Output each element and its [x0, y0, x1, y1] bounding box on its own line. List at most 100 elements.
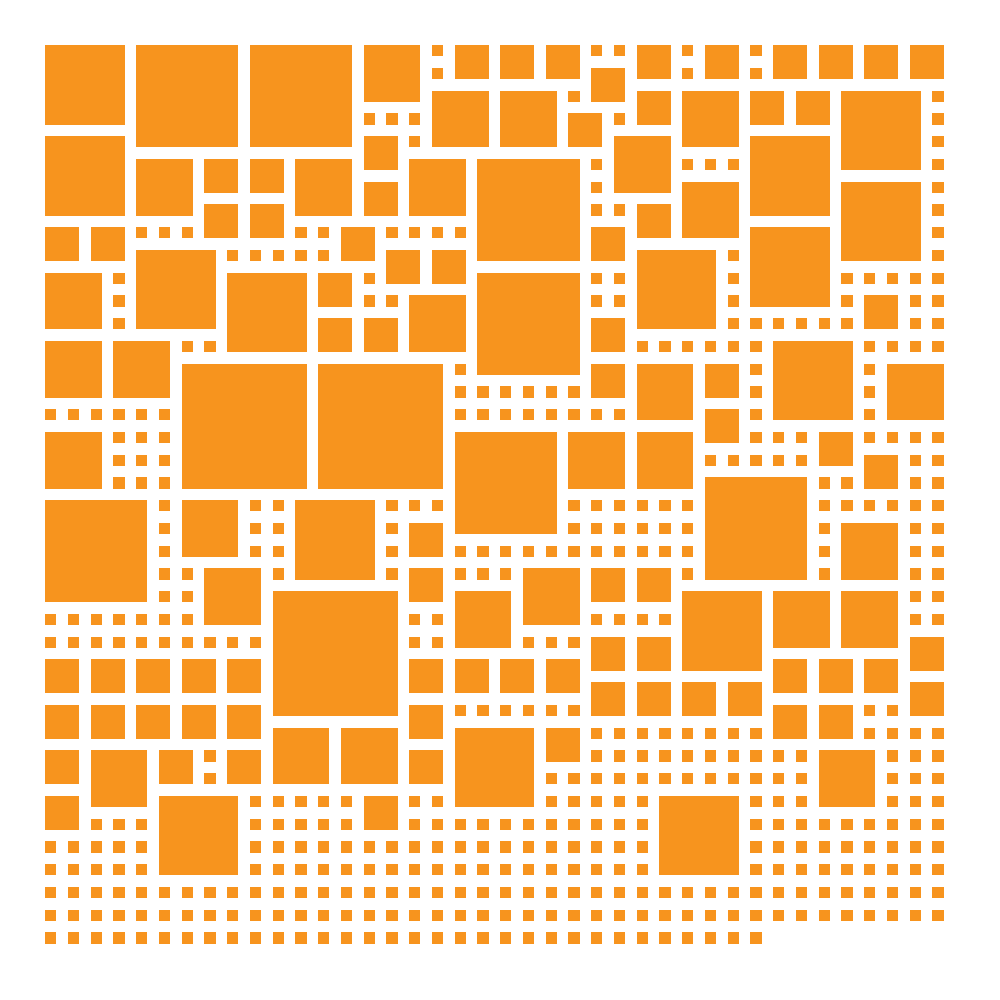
large-square: [591, 363, 625, 398]
small-square: [454, 227, 466, 239]
small-square: [181, 568, 193, 580]
small-square: [454, 818, 466, 830]
small-square: [136, 477, 148, 489]
small-square: [591, 500, 603, 512]
large-square: [204, 204, 239, 239]
large-square: [545, 727, 580, 762]
small-square: [886, 272, 898, 284]
small-square: [477, 841, 489, 853]
small-square: [158, 636, 170, 648]
small-square: [932, 818, 944, 830]
small-square: [272, 932, 284, 944]
small-square: [636, 795, 648, 807]
large-square: [409, 704, 443, 739]
small-square: [864, 909, 876, 921]
small-square: [113, 886, 125, 898]
large-square: [45, 272, 102, 330]
small-square: [454, 363, 466, 375]
small-square: [522, 841, 534, 853]
small-square: [204, 773, 216, 785]
small-square: [477, 818, 489, 830]
large-square: [545, 659, 580, 694]
small-square: [864, 500, 876, 512]
small-square: [386, 295, 398, 307]
small-square: [431, 45, 443, 57]
large-square: [477, 158, 580, 261]
small-square: [932, 727, 944, 739]
small-square: [363, 272, 375, 284]
large-square: [45, 750, 79, 785]
large-square: [45, 45, 125, 125]
small-square: [909, 295, 921, 307]
small-square: [340, 864, 352, 876]
small-square: [682, 522, 694, 534]
small-square: [932, 90, 944, 102]
small-square: [545, 795, 557, 807]
small-square: [409, 227, 421, 239]
small-square: [272, 795, 284, 807]
small-square: [204, 909, 216, 921]
small-square: [113, 841, 125, 853]
small-square: [727, 727, 739, 739]
small-square: [477, 409, 489, 421]
small-square: [773, 886, 785, 898]
small-square: [500, 704, 512, 716]
large-square: [318, 318, 352, 352]
large-square: [136, 249, 216, 330]
large-square: [636, 204, 671, 239]
small-square: [613, 113, 625, 125]
small-square: [67, 864, 79, 876]
small-square: [295, 227, 307, 239]
small-square: [795, 431, 807, 443]
small-square: [545, 704, 557, 716]
large-square: [318, 272, 352, 307]
small-square: [500, 818, 512, 830]
small-square: [568, 522, 580, 534]
small-square: [545, 545, 557, 557]
small-square: [818, 500, 830, 512]
large-square: [636, 636, 671, 671]
small-square: [727, 773, 739, 785]
small-square: [682, 45, 694, 57]
large-square: [864, 454, 898, 489]
small-square: [613, 841, 625, 853]
large-square: [841, 90, 921, 170]
small-square: [431, 795, 443, 807]
small-square: [113, 318, 125, 330]
small-square: [409, 932, 421, 944]
large-square: [682, 90, 739, 148]
small-square: [750, 318, 762, 330]
large-square: [90, 750, 148, 807]
small-square: [545, 409, 557, 421]
small-square: [477, 704, 489, 716]
small-square: [727, 295, 739, 307]
small-square: [727, 318, 739, 330]
small-square: [727, 158, 739, 170]
small-square: [272, 568, 284, 580]
small-square: [500, 932, 512, 944]
small-square: [909, 568, 921, 580]
small-square: [318, 841, 330, 853]
small-square: [636, 545, 648, 557]
small-square: [932, 113, 944, 125]
small-square: [45, 409, 57, 421]
small-square: [613, 500, 625, 512]
small-square: [818, 841, 830, 853]
large-square: [204, 568, 261, 625]
small-square: [841, 818, 853, 830]
small-square: [158, 500, 170, 512]
small-square: [659, 522, 671, 534]
large-square: [841, 522, 898, 580]
small-square: [454, 864, 466, 876]
large-square: [45, 659, 79, 694]
small-square: [158, 431, 170, 443]
small-square: [113, 272, 125, 284]
small-square: [591, 909, 603, 921]
large-square: [158, 795, 239, 876]
large-square: [613, 136, 671, 193]
small-square: [909, 750, 921, 762]
small-square: [864, 818, 876, 830]
small-square: [864, 704, 876, 716]
small-square: [795, 454, 807, 466]
small-square: [704, 773, 716, 785]
